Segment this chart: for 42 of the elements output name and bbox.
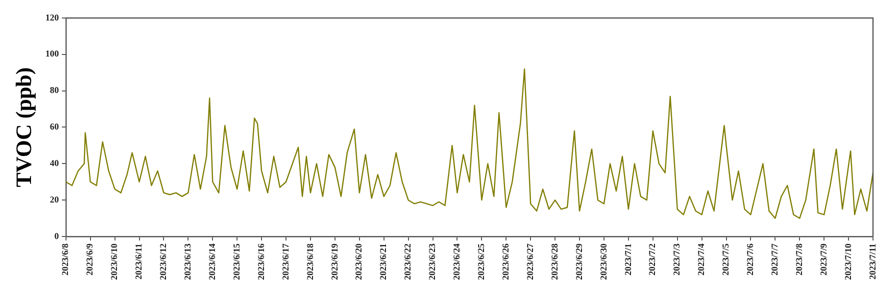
x-tick-label: 2023/6/30 (598, 243, 608, 280)
x-tick-label: 2023/7/1 (622, 243, 633, 276)
x-tick-label: 2023/6/22 (402, 243, 413, 280)
y-tick-label: 40 (50, 158, 60, 168)
x-tick-label: 2023/6/26 (500, 243, 510, 280)
x-tick-label: 2023/6/12 (158, 243, 168, 280)
y-tick-label: 120 (45, 12, 60, 22)
y-tick-label: 0 (54, 230, 60, 241)
x-tick-label: 2023/7/7 (770, 243, 780, 276)
x-tick-label: 2023/7/9 (818, 243, 828, 276)
x-tick-label: 2023/6/14 (206, 243, 217, 280)
x-tick-label: 2023/7/8 (794, 243, 804, 276)
x-tick-label: 2023/7/3 (672, 243, 682, 276)
x-tick-label: 2023/6/9 (84, 243, 95, 276)
x-tick-label: 2023/6/10 (109, 243, 120, 280)
x-tick-label: 2023/6/8 (60, 243, 70, 276)
x-tick-label: 2023/6/15 (231, 243, 242, 280)
x-tick-label: 2023/6/21 (378, 243, 388, 280)
y-tick-label: 20 (50, 194, 60, 204)
y-tick-label: 80 (50, 85, 60, 96)
x-tick-label: 2023/6/11 (134, 243, 144, 280)
x-tick-label: 2023/6/23 (427, 243, 438, 280)
x-tick-label: 2023/7/10 (842, 243, 853, 280)
x-tick-label: 2023/7/11 (867, 243, 878, 280)
x-tick-label: 2023/6/20 (354, 243, 364, 280)
x-tick-label: 2023/6/27 (524, 243, 535, 280)
x-tick-label: 2023/6/29 (574, 243, 584, 280)
x-tick-label: 2023/7/2 (647, 243, 658, 276)
x-tick-label: 2023/7/4 (696, 243, 706, 276)
x-tick-label: 2023/6/24 (452, 243, 462, 280)
x-tick-label: 2023/6/17 (280, 243, 290, 280)
x-tick-label: 2023/7/5 (720, 243, 731, 276)
y-axis-title: TVOC (ppb) (10, 67, 36, 188)
y-tick-label: 60 (50, 122, 60, 132)
x-tick-label: 2023/6/28 (549, 243, 560, 280)
x-tick-label: 2023/6/16 (256, 243, 266, 280)
x-tick-label: 2023/6/25 (476, 243, 486, 280)
y-tick-label: 100 (45, 48, 60, 59)
x-tick-label: 2023/7/6 (745, 243, 756, 276)
x-tick-label: 2023/6/13 (182, 243, 193, 280)
x-tick-label: 2023/6/19 (329, 243, 340, 280)
x-tick-label: 2023/6/18 (304, 243, 315, 280)
